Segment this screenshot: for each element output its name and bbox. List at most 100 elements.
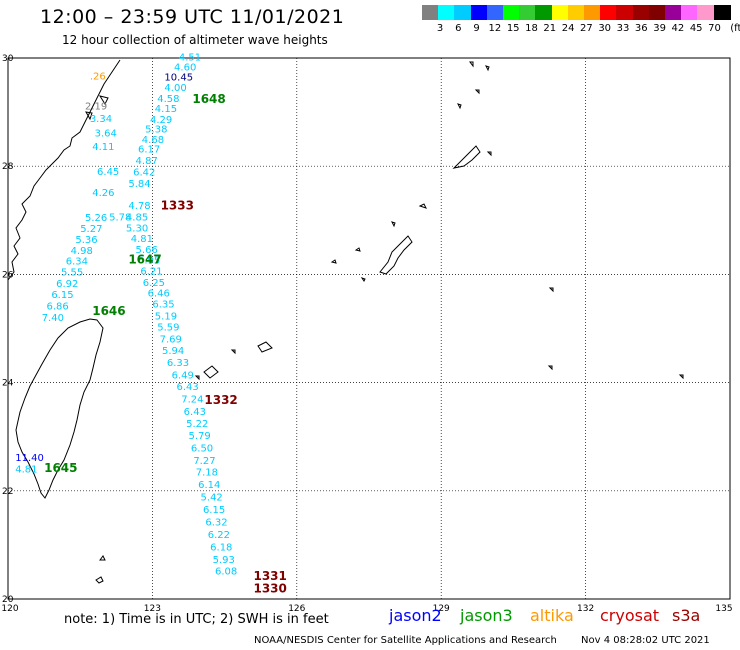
wave-height-label: 4.68 — [142, 135, 164, 146]
wave-height-label: 6.15 — [51, 290, 73, 301]
okinawa-outline — [379, 235, 413, 275]
wave-height-label: 6.15 — [203, 505, 225, 516]
wave-height-label: 6.35 — [152, 299, 174, 310]
satellite-jason2: jason2 — [389, 606, 442, 625]
scale-swatch — [535, 5, 553, 20]
lat-tick-label: 24 — [2, 379, 14, 389]
miyako-outline — [203, 365, 219, 379]
coast-islets — [85, 95, 109, 584]
scale-swatch — [438, 5, 456, 20]
wave-height-label: 3.34 — [90, 114, 112, 125]
wave-height-label: 5.79 — [189, 431, 211, 442]
taiwan-coast — [15, 318, 104, 499]
scale-label: 42 — [671, 23, 685, 34]
wave-height-label: 3.64 — [95, 128, 117, 139]
wave-height-label: 5.78 — [109, 212, 131, 223]
wave-height-label: 6.22 — [208, 530, 230, 541]
wave-height-label: 4.98 — [71, 246, 93, 257]
scale-label: 9 — [473, 23, 480, 34]
satellite-s3a: s3a — [672, 606, 701, 625]
pass-id-label: 1647 — [128, 253, 161, 267]
lon-tick-label: 123 — [144, 604, 161, 614]
lon-tick-label: 120 — [1, 604, 18, 614]
wave-height-label: 5.22 — [186, 419, 208, 430]
scale-unit: (ft) — [730, 23, 740, 34]
scale-label: 6 — [455, 23, 462, 34]
wave-height-label: 6.17 — [138, 145, 160, 156]
lat-tick-label: 26 — [2, 270, 14, 280]
wave-height-label: 4.00 — [164, 83, 186, 94]
pass-id-label: 1330 — [253, 582, 286, 596]
wave-height-label: 4.81 — [131, 234, 153, 245]
scale-swatch — [567, 5, 585, 20]
scale-label: 12 — [488, 23, 502, 34]
scale-label: 18 — [525, 23, 538, 34]
wave-height-label: 11.40 — [15, 453, 44, 464]
wave-height-label: 4.81 — [15, 464, 37, 475]
wave-height-label: 6.08 — [215, 567, 237, 578]
scale-label: 45 — [689, 23, 703, 34]
scale-label: 33 — [616, 23, 630, 34]
pass-id-label: 1648 — [192, 92, 225, 106]
scale-swatch — [600, 5, 618, 20]
wave-height-label: 6.92 — [56, 279, 78, 290]
scale-swatch — [697, 5, 715, 20]
lat-tick-label: 20 — [2, 595, 14, 605]
wave-height-label: 4.51 — [179, 53, 201, 64]
scale-swatch — [470, 5, 488, 20]
scale-swatch — [713, 5, 731, 20]
scale-swatch — [632, 5, 650, 20]
wave-height-label: 6.21 — [140, 266, 162, 277]
wave-height-label: 5.38 — [145, 125, 167, 136]
wave-height-label: 5.36 — [75, 235, 97, 246]
scale-label: 21 — [543, 23, 557, 34]
scale-swatch — [681, 5, 699, 20]
wave-height-label: 7.69 — [160, 335, 182, 346]
scale-label: 30 — [598, 23, 612, 34]
wave-height-label: 6.95 — [138, 256, 160, 267]
wave-height-label: 4.58 — [157, 94, 179, 105]
pass-id-label: 1646 — [92, 304, 125, 318]
chart-subtitle: 12 hour collection of altimeter wave hei… — [62, 33, 328, 47]
wave-height-label: 10.45 — [164, 73, 193, 84]
scale-swatch — [665, 5, 682, 20]
satellite-cryosat: cryosat — [600, 606, 660, 625]
wave-height-label: 7.24 — [181, 395, 203, 406]
wave-height-label: 6.32 — [205, 517, 227, 528]
wave-height-label: 6.42 — [133, 167, 155, 178]
scale-swatch — [486, 5, 504, 20]
chart-title: 12:00 – 23:59 UTC 11/01/2021 — [40, 6, 345, 28]
wave-height-label: 5.27 — [80, 224, 102, 235]
wave-height-label: 4.60 — [174, 62, 196, 73]
pass-id-label: 1333 — [161, 198, 194, 212]
pass-id-label: 1331 — [253, 569, 286, 583]
wave-height-label: 7.18 — [196, 468, 218, 479]
lat-tick-label: 28 — [2, 162, 14, 172]
lon-tick-label: 126 — [288, 604, 305, 614]
wave-height-label: 6.49 — [172, 370, 194, 381]
amami-outline — [452, 145, 481, 169]
scale-label: 27 — [580, 23, 593, 34]
scale-label: 39 — [653, 23, 666, 34]
wave-height-label: 4.29 — [150, 115, 172, 126]
scale-swatch — [648, 5, 666, 20]
ryukyu-islands — [194, 61, 684, 381]
wave-height-label: .26 — [90, 72, 106, 83]
wave-height-label: 6.14 — [198, 480, 220, 491]
wave-height-label: 4.26 — [92, 188, 114, 199]
wave-height-label: 5.26 — [85, 213, 107, 224]
wave-height-label: 6.43 — [184, 407, 206, 418]
scale-swatch — [422, 5, 439, 20]
wave-height-label: 4.15 — [155, 104, 177, 115]
pass-id-label: 1645 — [44, 461, 77, 475]
wave-height-label: 5.42 — [201, 493, 223, 504]
islets-outline — [194, 61, 684, 381]
wave-height-label: 5.93 — [213, 555, 235, 566]
scale-label: 70 — [708, 23, 721, 34]
wave-height-label: 7.40 — [42, 313, 64, 324]
wave-height-label: 4.78 — [128, 201, 150, 212]
wave-height-label: 6.45 — [97, 167, 119, 178]
